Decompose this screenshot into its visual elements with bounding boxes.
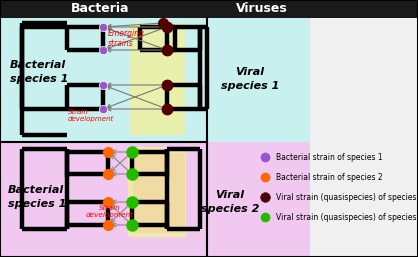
Bar <box>0 142 310 257</box>
Bar <box>0 18 310 142</box>
Text: Viral strain (quasispecies) of species 2: Viral strain (quasispecies) of species 2 <box>276 213 418 222</box>
Text: Viral
species 2: Viral species 2 <box>201 190 259 214</box>
Text: Viral strain (quasispecies) of species 1: Viral strain (quasispecies) of species 1 <box>276 192 418 201</box>
Text: Bacterial
species 1: Bacterial species 1 <box>10 60 69 84</box>
Text: Bacterial strain of species 1: Bacterial strain of species 1 <box>276 152 382 161</box>
Text: Emerging
strains: Emerging strains <box>108 29 145 48</box>
Text: Strain
development: Strain development <box>86 205 134 218</box>
Text: Bacterial strain of species 2: Bacterial strain of species 2 <box>276 172 382 181</box>
Text: Strain
development: Strain development <box>68 109 114 122</box>
Bar <box>128 147 186 237</box>
Bar <box>130 23 185 135</box>
Text: Viral
species 1: Viral species 1 <box>221 67 279 91</box>
Text: Viruses: Viruses <box>236 3 288 15</box>
Text: Bacterial
species 1: Bacterial species 1 <box>8 185 66 209</box>
Bar <box>0 0 418 18</box>
Bar <box>133 153 185 233</box>
Text: Bacteria: Bacteria <box>71 3 129 15</box>
